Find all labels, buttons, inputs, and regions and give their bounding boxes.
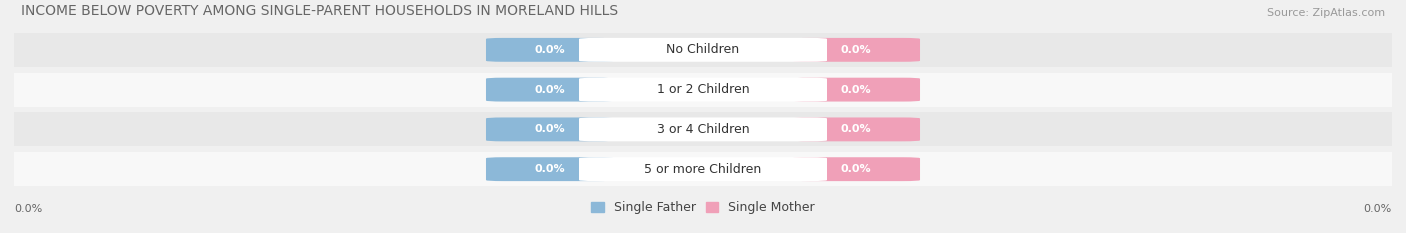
FancyBboxPatch shape: [14, 33, 1392, 67]
Text: 0.0%: 0.0%: [1364, 204, 1392, 214]
FancyBboxPatch shape: [486, 157, 613, 181]
FancyBboxPatch shape: [486, 38, 613, 62]
FancyBboxPatch shape: [579, 157, 827, 181]
Text: 0.0%: 0.0%: [14, 204, 42, 214]
Text: INCOME BELOW POVERTY AMONG SINGLE-PARENT HOUSEHOLDS IN MORELAND HILLS: INCOME BELOW POVERTY AMONG SINGLE-PARENT…: [21, 4, 619, 18]
FancyBboxPatch shape: [793, 157, 920, 181]
FancyBboxPatch shape: [14, 113, 1392, 146]
Text: 0.0%: 0.0%: [841, 124, 872, 134]
FancyBboxPatch shape: [793, 38, 920, 62]
Text: 0.0%: 0.0%: [841, 164, 872, 174]
Text: No Children: No Children: [666, 43, 740, 56]
FancyBboxPatch shape: [579, 78, 827, 102]
FancyBboxPatch shape: [14, 73, 1392, 106]
Legend: Single Father, Single Mother: Single Father, Single Mother: [591, 201, 815, 214]
Text: 0.0%: 0.0%: [534, 45, 565, 55]
Text: 3 or 4 Children: 3 or 4 Children: [657, 123, 749, 136]
FancyBboxPatch shape: [793, 78, 920, 102]
Text: 0.0%: 0.0%: [534, 164, 565, 174]
FancyBboxPatch shape: [14, 152, 1392, 186]
FancyBboxPatch shape: [486, 117, 613, 141]
FancyBboxPatch shape: [486, 78, 613, 102]
FancyBboxPatch shape: [793, 117, 920, 141]
Text: 5 or more Children: 5 or more Children: [644, 163, 762, 176]
FancyBboxPatch shape: [579, 117, 827, 141]
Text: 0.0%: 0.0%: [841, 85, 872, 95]
Text: 0.0%: 0.0%: [841, 45, 872, 55]
Text: 0.0%: 0.0%: [534, 124, 565, 134]
Text: 0.0%: 0.0%: [534, 85, 565, 95]
FancyBboxPatch shape: [579, 38, 827, 62]
Text: Source: ZipAtlas.com: Source: ZipAtlas.com: [1267, 8, 1385, 18]
Text: 1 or 2 Children: 1 or 2 Children: [657, 83, 749, 96]
